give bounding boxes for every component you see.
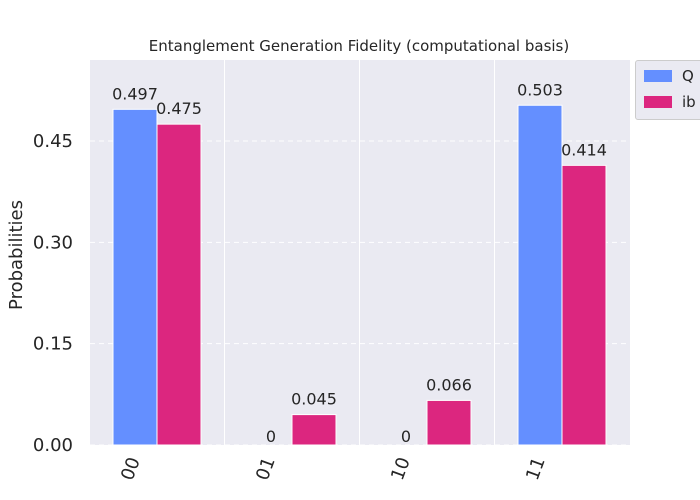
data-label: 0.497 (112, 84, 158, 103)
data-label: 0.045 (291, 390, 337, 409)
bar-series-2-11 (561, 164, 607, 446)
x-tick-label: 10 (387, 455, 415, 484)
bar-series-2-10 (426, 399, 472, 446)
y-tick-label: 0.00 (33, 435, 73, 456)
data-label: 0.414 (561, 140, 607, 159)
chart-title: Entanglement Generation Fidelity (comput… (149, 37, 569, 55)
y-tick-label: 0.15 (33, 334, 73, 355)
x-tick-label: 11 (522, 455, 550, 484)
legend-label: Q (682, 67, 694, 85)
y-tick-label: 0.30 (33, 232, 73, 253)
legend-swatch (644, 70, 672, 82)
legend-item-series-2: ib (644, 92, 696, 112)
bar-series-2-00 (156, 123, 202, 446)
bar-series-1-11 (517, 104, 563, 446)
data-label: 0.066 (426, 375, 472, 394)
bar-series-2-01 (291, 414, 337, 446)
legend: Q ib (635, 60, 700, 120)
y-tick-label: 0.45 (33, 131, 73, 152)
legend-label: ib (682, 93, 696, 111)
data-label: 0.475 (156, 99, 202, 118)
data-label-zero: 0 (401, 427, 411, 446)
y-axis-label: Probabilities (6, 200, 27, 310)
bar-series-1-00 (112, 108, 158, 446)
legend-swatch (644, 96, 672, 108)
x-tick-label: 00 (117, 455, 145, 484)
legend-item-series-1: Q (644, 66, 694, 86)
data-label-zero: 0 (266, 427, 276, 446)
x-tick-label: 01 (252, 455, 280, 484)
data-label: 0.503 (517, 80, 563, 99)
